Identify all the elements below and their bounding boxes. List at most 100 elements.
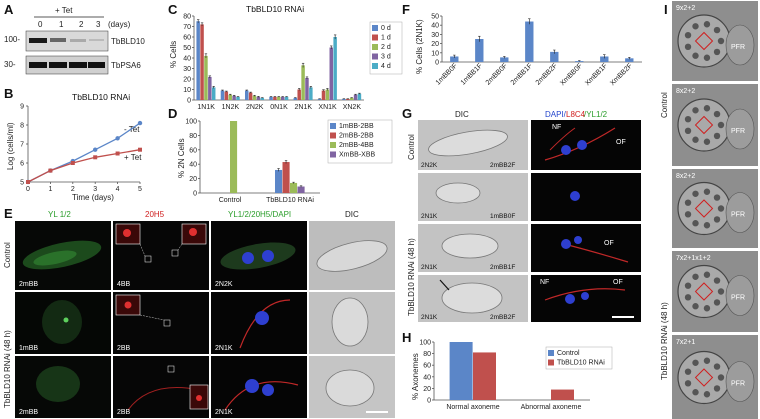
img-g-fl-3 <box>531 224 641 272</box>
paneld-ylabel: % 2N Cells <box>177 138 186 178</box>
doublet-microtubule <box>692 303 699 310</box>
tet-label: + Tet <box>55 6 73 15</box>
doublet-microtubule <box>713 110 721 118</box>
header-dic: DIC <box>345 210 359 219</box>
bar <box>269 96 273 100</box>
legend-box <box>327 119 393 164</box>
axoneme-chart: % Axonemes 0 20 40 60 80 100 Normal axoneme Abn… <box>411 340 613 411</box>
category-label: 2N2K <box>246 104 264 111</box>
y-tick-label: 20 <box>183 77 191 84</box>
pfr-structure <box>725 108 755 150</box>
bar <box>284 96 289 100</box>
scale-bar-g <box>612 316 634 318</box>
doublet-microtubule <box>717 121 725 129</box>
y-tick-label: 40 <box>189 162 197 169</box>
central-pair-box <box>694 31 714 51</box>
y-tick-label: 40 <box>431 23 439 30</box>
bar <box>248 92 253 100</box>
x-tick-label: 1 <box>48 186 52 193</box>
category-label: TbBLD10 RNAi <box>266 197 314 204</box>
data-point <box>115 151 120 156</box>
y-tick-label: 80 <box>183 14 191 21</box>
two-n-chart: % 2N Cells 0 20 40 60 80 100 Control TbBLD10 RN… <box>177 119 393 204</box>
flag-g-1b <box>549 127 576 151</box>
bar <box>551 389 574 400</box>
bar <box>449 342 473 400</box>
pfr-label: PFR <box>731 44 745 51</box>
bar <box>230 121 238 193</box>
bar <box>293 97 298 100</box>
y-tick-label: 70 <box>183 24 191 31</box>
panel-g-microscopy: DIC DAPI/ L8C4 /YL1/2 Control TbBLD10 RN… <box>407 110 641 322</box>
central-pair-box <box>694 115 714 135</box>
bar <box>600 56 609 62</box>
doublet-microtubule <box>692 190 699 197</box>
data-point <box>26 180 30 184</box>
y-tick-label: 6 <box>20 161 24 168</box>
cell-merge-1 <box>220 242 296 270</box>
bar <box>525 21 534 62</box>
doublet-microtubule <box>684 380 692 387</box>
category-label: XmBB0F <box>559 62 584 87</box>
y-tick-label: 80 <box>423 351 431 358</box>
category-label: XmBB1F <box>584 62 609 87</box>
band-top-1 <box>50 38 66 42</box>
band-bottom-0 <box>29 62 47 68</box>
dash-e-2 <box>139 314 165 321</box>
dot-e-1b <box>189 228 197 236</box>
doublet-microtubule <box>692 359 699 366</box>
g-label-3: 2N1K <box>421 213 438 220</box>
doublet-microtubule <box>713 216 721 223</box>
x-tick-label: 5 <box>138 186 142 193</box>
doublet-microtubule <box>684 282 692 289</box>
y-tick-label: 30 <box>431 32 439 39</box>
western-blot: + Tet 0 1 2 3 (days) 100- 30- TbBLD10 Tb… <box>4 6 145 75</box>
data-point <box>93 147 98 152</box>
label-e-2: 4BB <box>117 281 131 288</box>
panel-label-a: A <box>4 2 14 17</box>
legend-swatch <box>372 63 378 69</box>
band-top-3 <box>89 39 104 41</box>
category-label: Control <box>219 197 242 204</box>
y-tick-label: 40 <box>423 374 431 381</box>
doublet-microtubule <box>684 115 692 123</box>
legend-label: 2 d <box>381 44 391 51</box>
header-g-l8c4: L8C4 <box>566 110 586 119</box>
legend-label: 2mBB-2BB <box>339 133 374 140</box>
pfr-label: PFR <box>731 128 745 135</box>
category-label: 2mBB0F <box>485 62 509 86</box>
header-g-dic: DIC <box>455 110 469 119</box>
lane-3: 3 <box>96 20 101 29</box>
x-tick-label: 0 <box>26 186 30 193</box>
bar <box>252 95 257 100</box>
panel-label-e: E <box>4 206 13 221</box>
doublet-microtubule <box>692 23 699 30</box>
dapi-g-2 <box>570 191 580 201</box>
growth-xlabel: Time (days) <box>72 193 114 202</box>
bar <box>305 77 309 100</box>
doublet-microtubule <box>703 391 711 398</box>
header-20h5: 20H5 <box>145 210 165 219</box>
x-tick-label: 2 <box>71 186 75 193</box>
bar <box>349 97 354 100</box>
band-tbbld10: TbBLD10 <box>111 37 145 46</box>
doublet-microtubule <box>717 205 725 212</box>
legend-label: 1mBB-2BB <box>339 123 374 130</box>
category-label: 1N1K <box>197 104 215 111</box>
bar <box>256 96 261 100</box>
data-point <box>48 168 53 173</box>
g-of-3: OF <box>604 240 614 247</box>
category-label: Abnormal axoneme <box>521 404 582 411</box>
doublet-microtubule <box>684 368 692 375</box>
img-g-fl-2 <box>531 173 641 221</box>
scale-bar-e <box>366 411 388 413</box>
label-e-3: 2N2K <box>215 281 233 288</box>
axoneme-label: 9x2+2 <box>676 5 695 12</box>
legend-swatch <box>548 350 554 356</box>
band-bottom-2 <box>69 62 87 68</box>
box-e-1a <box>144 255 152 263</box>
category-label: 1N2K <box>222 104 240 111</box>
dapi-3a <box>245 379 259 393</box>
doublet-microtubule <box>684 199 692 206</box>
